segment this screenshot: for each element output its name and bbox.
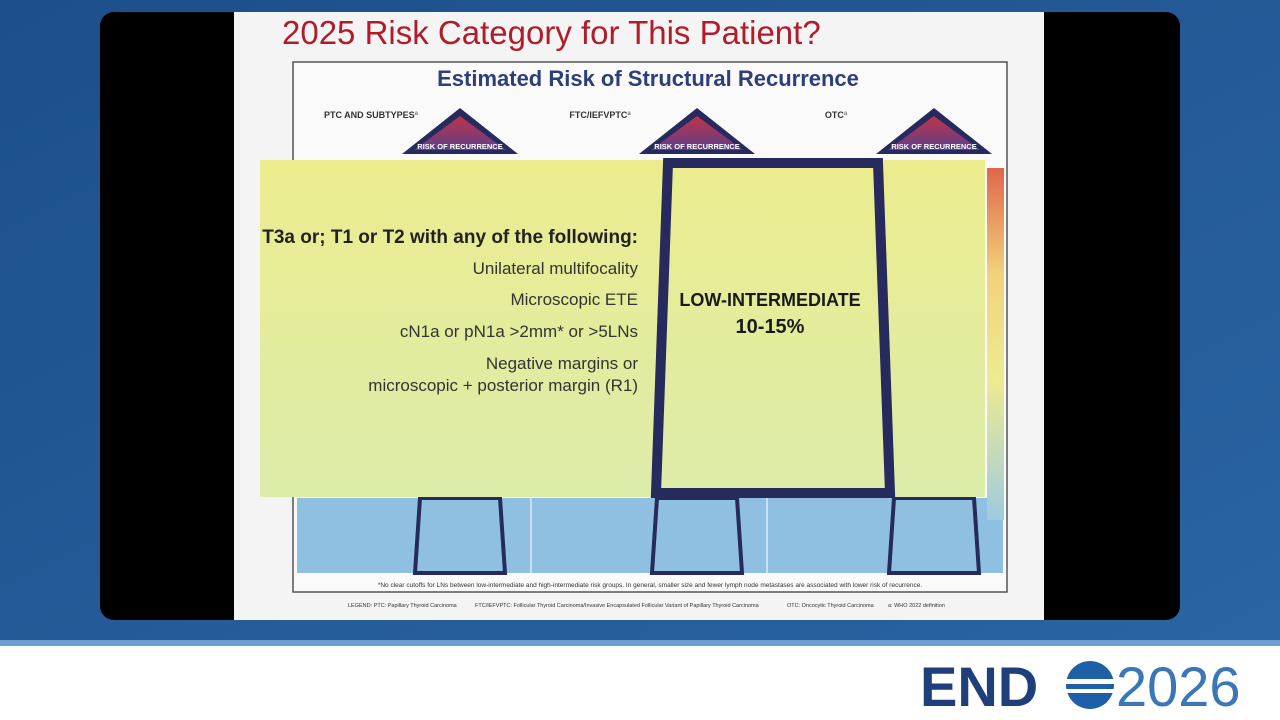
triangle-label: RISK OF RECURRENCE xyxy=(654,142,739,151)
risk-triangle-fill xyxy=(888,116,980,150)
risk-triangle-fill xyxy=(651,116,743,150)
label-text: PTC AND SUBTYPES xyxy=(324,110,415,120)
criteria-item: Unilateral multifocality xyxy=(473,259,639,278)
column-label: FTC/IEFVPTCa xyxy=(569,110,631,120)
superscript: a xyxy=(627,111,631,117)
legend-item: a: WHO 2022 definition xyxy=(888,603,945,609)
divider xyxy=(0,640,1280,646)
label-text: OTC xyxy=(825,110,844,120)
criteria-item: Microscopic ETE xyxy=(510,290,638,309)
logo-right: 2026 xyxy=(1116,655,1241,718)
footnote: *No clear cutoffs for LNs between low-in… xyxy=(378,582,923,589)
legend-item: FTC/IEFVPTC: Follicular Thyroid Carcinom… xyxy=(475,603,760,609)
column-label: PTC AND SUBTYPESa xyxy=(324,110,419,120)
risk-category: LOW-INTERMEDIATE xyxy=(679,290,860,310)
logo-globe xyxy=(1066,661,1114,709)
criteria-item: Negative margins or xyxy=(486,354,638,373)
risk-range: 10-15% xyxy=(736,316,805,338)
risk-trapezoid xyxy=(650,158,896,498)
legend-item: LEGEND: PTC: Papillary Thyroid Carcinoma xyxy=(348,603,458,609)
globe-stripe xyxy=(1066,679,1114,684)
superscript: a xyxy=(415,111,419,117)
logo-left: END xyxy=(920,655,1038,718)
triangle-label: RISK OF RECURRENCE xyxy=(417,142,502,151)
superscript: a xyxy=(844,111,848,117)
lower-band xyxy=(297,498,1003,573)
legend-item: OTC: Oncocytic Thyroid Carcinoma xyxy=(787,603,875,609)
risk-strip xyxy=(987,168,1004,520)
trapezoid xyxy=(886,496,982,575)
figure-heading: Estimated Risk of Structural Recurrence xyxy=(437,66,859,91)
globe-stripe xyxy=(1066,689,1114,693)
criteria-item: microscopic + posterior margin (R1) xyxy=(368,376,638,395)
slide-title: 2025 Risk Category for This Patient? xyxy=(282,14,821,51)
criteria-lead: T3a or; T1 or T2 with any of the followi… xyxy=(262,227,638,248)
zoom-overlay xyxy=(260,160,985,497)
column-label: OTCa xyxy=(825,110,848,120)
trapezoid xyxy=(412,496,508,575)
triangle-label: RISK OF RECURRENCE xyxy=(891,142,976,151)
risk-triangle-fill xyxy=(414,116,506,150)
criteria-list: Unilateral multifocality Microscopic ETE c… xyxy=(368,259,638,395)
globe xyxy=(1066,661,1114,709)
legend: LEGEND: PTC: Papillary Thyroid Carcinoma… xyxy=(348,603,945,609)
criteria-item: cN1a or pN1a >2mm* or >5LNs xyxy=(400,322,638,341)
label-text: FTC/IEFVPTC xyxy=(569,110,627,120)
